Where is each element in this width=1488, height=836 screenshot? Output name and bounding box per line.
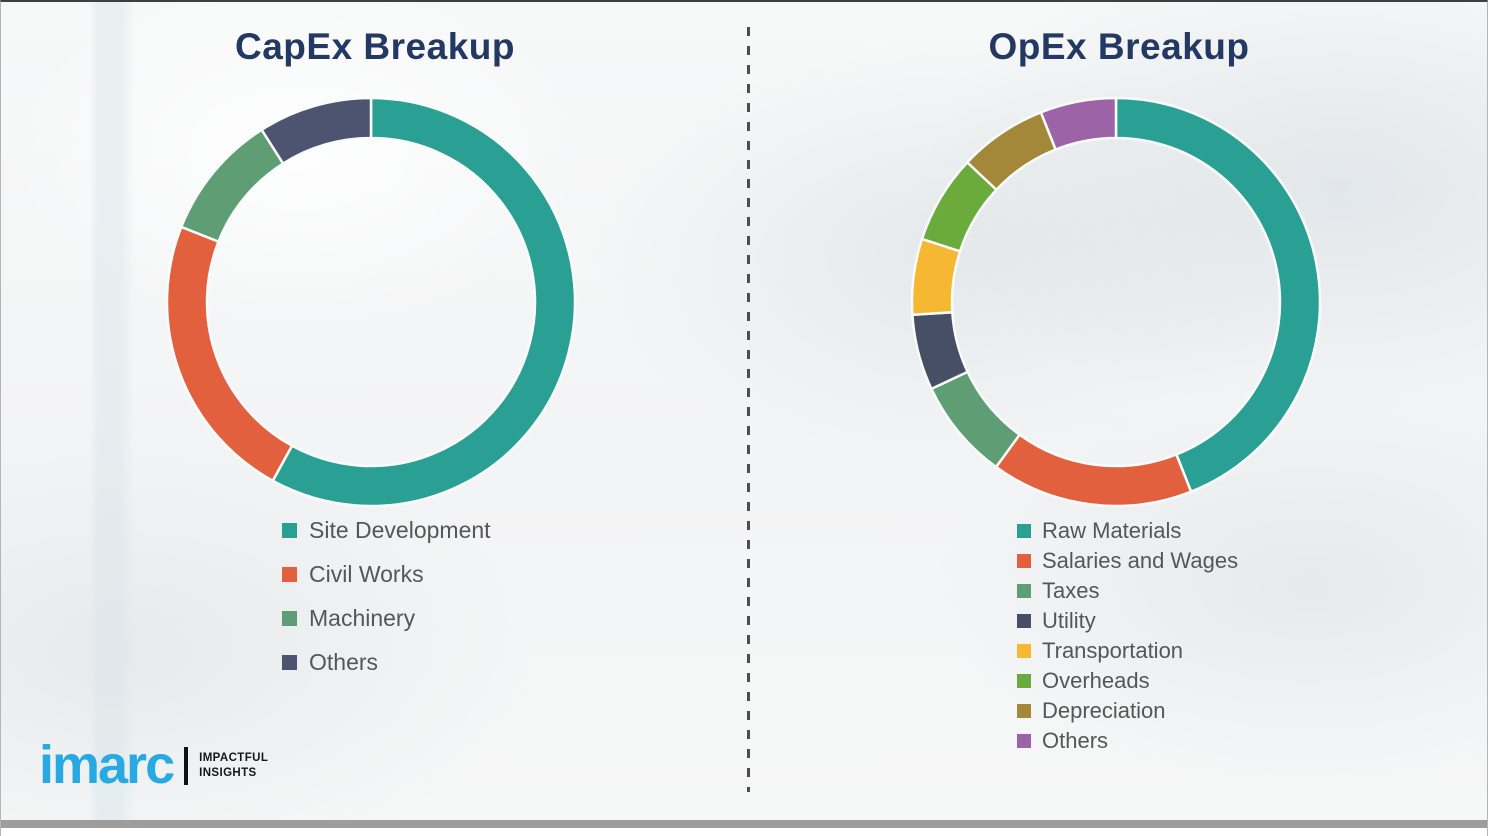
donut-segment — [259, 96, 373, 166]
legend-label: Site Development — [309, 516, 491, 543]
panel-divider-dashed-line — [747, 27, 750, 792]
opex-chart-title: OpEx Breakup — [988, 26, 1250, 67]
legend-swatch — [1017, 734, 1031, 748]
donut-segment — [179, 128, 285, 244]
legend-label: Others — [309, 648, 379, 675]
opex-donut-chart — [910, 96, 1322, 508]
logo-separator-bar — [184, 746, 189, 785]
logo-tagline: IMPACTFUL INSIGHTS — [199, 751, 268, 780]
legend-item: Site Development — [282, 508, 491, 552]
legend-item: Taxes — [1017, 576, 1238, 606]
capex-chart-title: CapEx Breakup — [235, 26, 515, 67]
legend-item: Others — [1017, 726, 1238, 756]
legend-label: Taxes — [1042, 578, 1100, 603]
legend-swatch — [1017, 644, 1031, 658]
logo-tagline-line2: INSIGHTS — [199, 766, 257, 779]
legend-label: Utility — [1042, 608, 1096, 633]
donut-segment — [929, 370, 1022, 469]
legend-item: Depreciation — [1017, 696, 1238, 726]
legend-swatch — [1017, 524, 1031, 538]
legend-item: Machinery — [282, 596, 491, 640]
donut-segment — [994, 432, 1193, 508]
opex-legend: Raw Materials Salaries and Wages Taxes Util… — [1017, 516, 1238, 756]
legend-item: Transportation — [1017, 636, 1238, 666]
legend-swatch — [282, 610, 297, 626]
legend-item: Utility — [1017, 606, 1238, 636]
legend-label: Depreciation — [1042, 698, 1166, 723]
imarc-logo: imarc IMPACTFUL INSIGHTS — [39, 735, 268, 795]
logo-tagline-line1: IMPACTFUL — [199, 752, 269, 765]
legend-label: Salaries and Wages — [1042, 548, 1239, 573]
legend-swatch — [282, 654, 297, 670]
legend-label: Others — [1042, 728, 1109, 753]
legend-label: Overheads — [1042, 668, 1150, 693]
legend-swatch — [1017, 674, 1031, 688]
legend-swatch — [282, 522, 297, 538]
donut-segment — [1114, 96, 1322, 494]
legend-swatch — [282, 566, 297, 582]
donut-segment — [910, 237, 962, 317]
legend-swatch — [1017, 584, 1031, 598]
capex-donut-chart — [165, 96, 577, 508]
legend-item: Salaries and Wages — [1017, 546, 1238, 576]
capex-legend: Site Development Civil Works Machinery Othe… — [282, 508, 491, 684]
legend-item: Others — [282, 640, 491, 684]
legend-swatch — [1017, 554, 1031, 568]
donut-segment — [165, 225, 294, 483]
donut-segment — [271, 96, 577, 508]
legend-item: Civil Works — [282, 552, 491, 596]
legend-item: Raw Materials — [1017, 516, 1238, 546]
legend-label: Raw Materials — [1042, 518, 1182, 543]
donut-segment — [1039, 96, 1118, 152]
bottom-gray-strip — [1, 820, 1487, 828]
bottom-white-strip — [1, 828, 1487, 836]
legend-item: Overheads — [1017, 666, 1238, 696]
legend-swatch — [1017, 704, 1031, 718]
imarc-logo-text: imarc — [39, 735, 175, 795]
legend-label: Transportation — [1042, 638, 1184, 663]
legend-label: Civil Works — [309, 560, 424, 587]
legend-label: Machinery — [309, 604, 416, 631]
legend-swatch — [1017, 614, 1031, 628]
